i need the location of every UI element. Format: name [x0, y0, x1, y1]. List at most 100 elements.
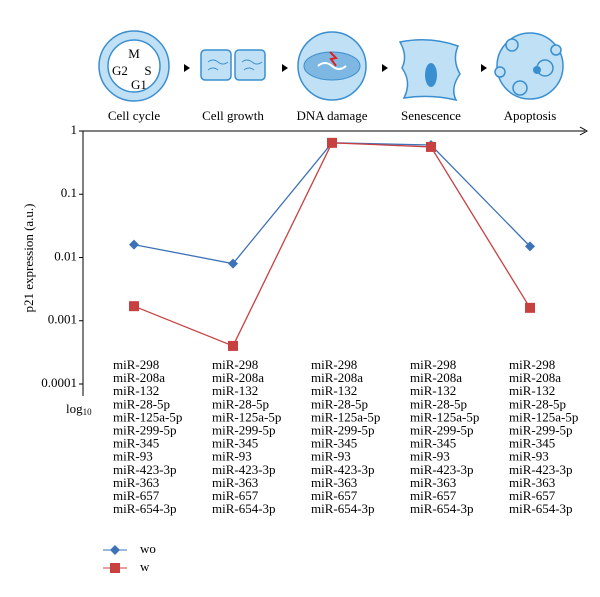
- senescence-nucleus: [425, 63, 437, 87]
- cell-cycle-inner: [107, 39, 161, 93]
- point: [110, 563, 120, 573]
- point: [327, 137, 337, 148]
- y-tick-label: 0.01: [54, 248, 77, 263]
- mirna-label: miR-423-3p: [410, 462, 474, 477]
- bleb: [505, 38, 519, 52]
- mirna-label: miR-298: [113, 357, 159, 372]
- mirna-label: miR-423-3p: [509, 462, 573, 477]
- arrow: [473, 64, 487, 72]
- mirna-label: miR-93: [509, 449, 549, 464]
- point: [129, 239, 139, 250]
- bleb: [512, 80, 528, 96]
- mirna-label: miR-299-5p: [509, 422, 573, 437]
- mirna-label: miR-299-5p: [311, 422, 375, 437]
- mirna-label: miR-28-5p: [113, 396, 170, 411]
- mirna-label: miR-657: [212, 488, 259, 503]
- mirna-label: miR-125a-5p: [509, 409, 578, 424]
- point: [525, 241, 535, 252]
- mirna-label: miR-93: [410, 449, 450, 464]
- mirna-label: miR-208a: [113, 370, 165, 385]
- phase-label: G2: [112, 63, 128, 78]
- dna-strand: [317, 62, 347, 70]
- category-label: Cell cycle: [108, 108, 161, 123]
- y-tick-label: 0.1: [61, 185, 77, 200]
- mirna-label: miR-208a: [509, 370, 561, 385]
- process-arrows: [176, 64, 487, 72]
- mirna-label: miR-125a-5p: [410, 409, 479, 424]
- category-label: Apoptosis: [504, 108, 557, 123]
- mirna-label: miR-423-3p: [113, 462, 177, 477]
- phase-label: M: [128, 46, 140, 61]
- mirna-label: miR-423-3p: [311, 462, 375, 477]
- growth-cell: [234, 49, 266, 81]
- mirna-label: miR-125a-5p: [212, 409, 281, 424]
- mirna-label: miR-132: [113, 383, 159, 398]
- mirna-label: miR-654-3p: [410, 501, 474, 516]
- mirna-label: miR-298: [509, 357, 555, 372]
- mirna-label: miR-654-3p: [212, 501, 276, 516]
- mirna-label: miR-363: [113, 475, 159, 490]
- process-icons: [98, 30, 564, 102]
- axis-arrow: [579, 126, 589, 136]
- mirna-label: miR-657: [311, 488, 358, 503]
- y-tick-label: 0.001: [48, 312, 77, 327]
- mirna-label: miR-363: [410, 475, 456, 490]
- series-line: [133, 142, 531, 265]
- mirna-label: miR-208a: [311, 370, 363, 385]
- fragment: [533, 66, 541, 74]
- mirna-label: miR-28-5p: [212, 396, 269, 411]
- mirna-label: miR-654-3p: [113, 501, 177, 516]
- point: [129, 301, 139, 312]
- bleb: [494, 66, 506, 78]
- growth-dna: [207, 59, 263, 71]
- category-label: DNA damage: [296, 108, 367, 123]
- mirna-label: miR-363: [311, 475, 357, 490]
- mirna-label: miR-298: [212, 357, 258, 372]
- bleb: [550, 44, 562, 56]
- mirna-label: miR-132: [410, 383, 456, 398]
- point: [228, 340, 238, 351]
- point: [426, 141, 436, 152]
- mirna-label: miR-132: [311, 383, 357, 398]
- legend-label: w: [140, 559, 150, 574]
- mirna-label: miR-657: [113, 488, 160, 503]
- mirna-label: miR-299-5p: [113, 422, 177, 437]
- point: [525, 302, 535, 313]
- phase-label: S: [144, 63, 151, 78]
- mirna-label: miR-654-3p: [509, 501, 573, 516]
- mirna-label: miR-93: [212, 449, 252, 464]
- phase-label: G1: [131, 77, 147, 92]
- mirna-label: miR-345: [311, 436, 357, 451]
- growth-cell: [200, 49, 232, 81]
- mirna-label: miR-93: [113, 449, 153, 464]
- mirna-label: miR-423-3p: [212, 462, 276, 477]
- arrow: [274, 64, 288, 72]
- point: [228, 258, 238, 269]
- mirna-label: miR-345: [410, 436, 456, 451]
- category-label: Cell growth: [202, 108, 264, 123]
- point: [110, 545, 120, 555]
- y-tick-label: 1: [71, 122, 78, 137]
- category-label: Senescence: [401, 108, 461, 123]
- arrow: [374, 64, 388, 72]
- damage-bolt: [329, 51, 339, 67]
- mirna-label: miR-28-5p: [311, 396, 368, 411]
- mirna-label: miR-345: [509, 436, 555, 451]
- mirna-label: miR-363: [509, 475, 555, 490]
- y-axis-label: p21 expression (a.u.): [21, 203, 36, 312]
- mirna-label: miR-654-3p: [311, 501, 375, 516]
- scale-note: log10: [66, 401, 92, 417]
- scale-note-sub: 10: [83, 407, 93, 417]
- arrow: [176, 64, 190, 72]
- mirna-label: miR-298: [410, 357, 456, 372]
- y-tick-label: 0.0001: [41, 375, 77, 390]
- legend-label: wo: [140, 541, 156, 556]
- mirna-label: miR-657: [509, 488, 556, 503]
- mirna-label: miR-345: [212, 436, 258, 451]
- scale-note-text: log: [66, 401, 83, 416]
- mirna-label: miR-208a: [410, 370, 462, 385]
- mirna-label: miR-132: [509, 383, 555, 398]
- mirna-label: miR-657: [410, 488, 457, 503]
- mirna-label: miR-299-5p: [410, 422, 474, 437]
